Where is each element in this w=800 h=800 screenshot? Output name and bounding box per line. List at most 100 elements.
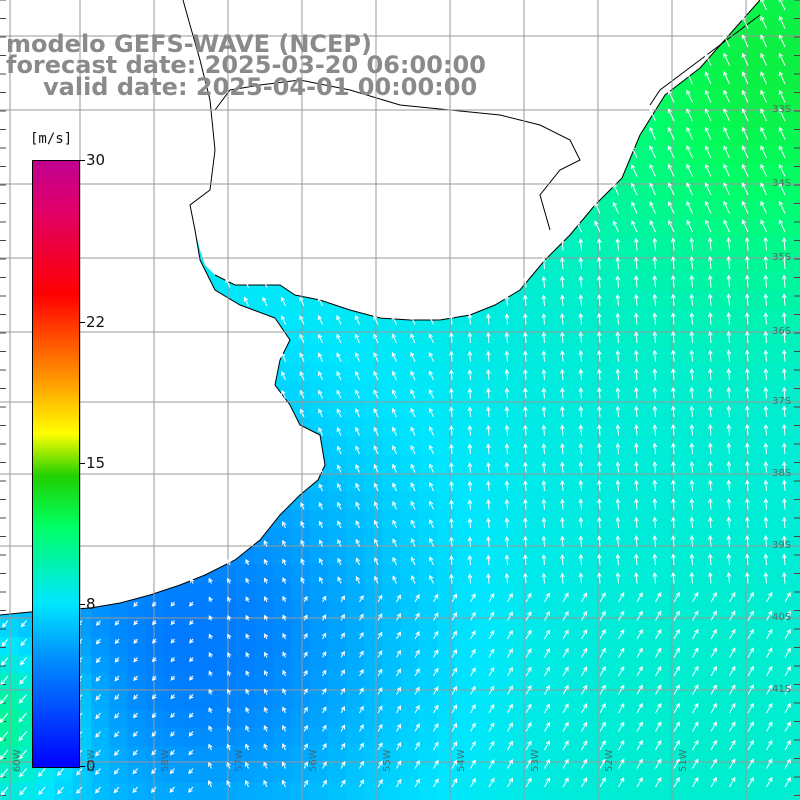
wind-arrow-head	[652, 368, 658, 374]
wind-arrow-head	[189, 601, 194, 607]
wind-arrow	[580, 573, 582, 584]
wind-speed-cell	[764, 473, 784, 492]
wind-arrow	[618, 703, 625, 714]
wind-speed-cell	[637, 673, 656, 693]
wind-arrow-head	[541, 368, 547, 374]
wind-speed-cell	[600, 655, 620, 674]
wind-arrow-head	[452, 612, 457, 617]
wind-arrow	[649, 109, 656, 122]
wind-speed-cell	[746, 72, 765, 92]
wind-arrow	[507, 667, 513, 677]
wind-speed-cell	[709, 509, 729, 529]
wind-arrow	[226, 762, 231, 769]
wind-speed-cell	[728, 691, 747, 711]
wind-speed-cell	[527, 782, 547, 800]
wind-arrow-head	[299, 408, 304, 414]
wind-arrow-head	[597, 349, 602, 355]
wind-speed-cell	[455, 364, 474, 383]
wind-speed-cell	[527, 691, 547, 711]
wind-speed-cell	[746, 473, 765, 492]
wind-arrow	[561, 517, 564, 529]
wind-arrow	[451, 594, 457, 603]
wind-arrow	[635, 462, 638, 473]
wind-speed-cell	[145, 728, 165, 747]
wind-arrow-head	[490, 759, 495, 765]
wind-arrow-head	[597, 387, 602, 393]
wind-arrow-head	[723, 145, 728, 151]
wind-speed-cell	[546, 491, 565, 511]
wind-arrow	[359, 688, 364, 695]
wind-arrow-head	[322, 706, 327, 712]
wind-arrow-head	[359, 650, 364, 656]
wind-speed-cell	[655, 327, 674, 347]
wind-speed-cell	[436, 709, 456, 729]
wind-arrow-head	[299, 315, 304, 321]
wind-arrow-head	[410, 444, 415, 450]
wind-arrow-head	[378, 760, 383, 766]
wind-arrow-head	[760, 126, 765, 132]
wind-speed-cell	[455, 746, 474, 765]
wind-arrow	[765, 536, 767, 547]
wind-arrow-head	[597, 424, 602, 430]
wind-arrow-head	[741, 126, 747, 132]
wind-arrow-head	[564, 666, 569, 672]
wind-arrow	[469, 574, 471, 584]
wind-speed-cell	[473, 400, 492, 420]
wind-speed-cell	[546, 455, 565, 474]
wind-arrow	[373, 315, 379, 325]
wind-arrow-head	[508, 740, 513, 746]
wind-arrow-head	[340, 632, 345, 638]
wind-arrow-head	[694, 610, 699, 616]
wind-arrow	[245, 762, 249, 769]
wind-arrow	[581, 666, 588, 677]
wind-arrow	[765, 424, 767, 436]
wind-arrow	[374, 501, 379, 510]
wind-arrow	[599, 722, 606, 732]
wind-arrow-head	[545, 740, 551, 746]
wind-arrow-head	[778, 108, 784, 114]
wind-arrow-head	[745, 535, 750, 540]
wind-speed-cell	[655, 163, 674, 183]
wind-arrow	[686, 127, 693, 140]
wind-arrow-head	[541, 517, 547, 523]
wind-speed-cell	[273, 291, 292, 310]
wind-arrow	[18, 731, 27, 741]
wind-arrow-head	[781, 255, 787, 261]
wind-speed-cell	[200, 764, 219, 784]
wind-arrow-head	[649, 163, 654, 169]
wind-arrow	[655, 777, 662, 788]
wind-arrow-head	[0, 773, 5, 778]
wind-arrow	[507, 611, 513, 621]
wind-arrow-head	[763, 535, 769, 540]
wind-speed-cell	[473, 582, 492, 602]
wind-speed-cell	[455, 618, 474, 638]
wind-speed-cell	[709, 72, 729, 92]
wind-arrow-head	[449, 518, 454, 523]
wind-arrow-head	[303, 669, 308, 675]
wind-arrow	[598, 462, 601, 473]
wind-speed-cell	[618, 582, 638, 602]
wind-arrow-head	[449, 332, 454, 338]
wind-arrow-head	[708, 535, 713, 540]
wind-arrow	[747, 777, 754, 788]
wind-arrow	[765, 406, 767, 418]
wind-arrow-head	[523, 498, 528, 504]
wind-arrow-head	[763, 293, 769, 299]
wind-speed-cell	[254, 655, 274, 674]
wind-arrow	[336, 371, 342, 381]
wind-speed-cell	[436, 491, 456, 511]
wind-arrow-head	[675, 721, 680, 727]
wind-arrow	[746, 350, 749, 362]
wind-speed-cell	[582, 382, 602, 401]
wind-speed-cell	[327, 728, 347, 747]
wind-arrow	[672, 573, 675, 584]
wind-arrow	[727, 238, 730, 251]
wind-speed-cell	[273, 546, 292, 565]
wind-speed-cell	[673, 600, 693, 620]
wind-speed-cell	[236, 582, 256, 602]
wind-arrow	[654, 387, 656, 399]
wind-arrow-head	[723, 71, 728, 77]
wind-arrow-head	[391, 426, 397, 432]
wind-speed-cell	[546, 673, 565, 693]
wind-speed-cell	[673, 200, 693, 219]
